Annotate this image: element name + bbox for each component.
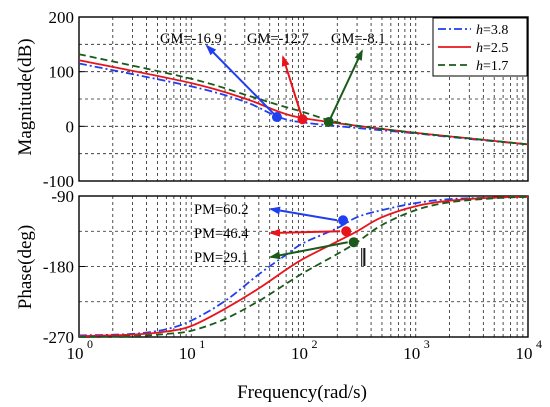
y-tick-label: -100	[43, 172, 74, 191]
annotation-arrowhead	[269, 228, 281, 237]
x-tick-label: 10	[291, 344, 308, 363]
annotation-arrow	[270, 208, 338, 222]
legend-value: =3.8	[483, 23, 508, 38]
x-tick-exponent: 1	[199, 337, 205, 351]
x-tick-label: 10	[179, 344, 196, 363]
annotation-arrowhead	[205, 44, 217, 56]
annotation-arrowhead	[269, 251, 281, 260]
annotation-arrow	[270, 241, 348, 258]
series-line-h-2-5	[78, 195, 529, 338]
frequency-axis-label: Frequency(rad/s)	[237, 382, 367, 403]
annotation-arrowhead	[269, 206, 281, 215]
x-tick-exponent: 2	[312, 337, 318, 351]
gain-margin-label: GM=-8.1	[331, 31, 386, 47]
x-tick-exponent: 0	[87, 337, 93, 351]
annotation-arrow	[327, 50, 363, 123]
x-tick-label: 10	[67, 344, 84, 363]
marker-point	[341, 226, 352, 237]
gain-margin-label: GM=-16.9	[160, 31, 222, 47]
legend-var: h	[476, 59, 483, 74]
magnitude-axis-label: Magnitude(dB)	[15, 38, 36, 155]
plot-frame	[78, 16, 529, 182]
annotation-arrow	[270, 230, 341, 234]
y-tick-label: -180	[43, 258, 74, 277]
annotation-arrow	[206, 45, 278, 118]
annotation-arrowhead	[281, 55, 290, 67]
y-tick-label: -90	[51, 187, 74, 206]
phase-margin-label: PM=29.1	[194, 250, 249, 266]
legend-var: h	[476, 41, 483, 56]
x-tick-label: 10	[403, 344, 420, 363]
x-tick-exponent: 3	[424, 337, 430, 351]
marker-point	[338, 215, 349, 226]
annotation-arrow	[282, 56, 304, 120]
legend-var: h	[476, 23, 483, 38]
y-tick-label: -270	[43, 328, 74, 347]
legend-label: h=3.8	[476, 23, 508, 38]
annotation-arrowhead	[354, 49, 363, 61]
y-tick-label: 200	[49, 8, 75, 27]
phase-axis-label: Phase(deg)	[15, 225, 36, 309]
phase-margin-label: PM=46.4	[194, 226, 249, 242]
marker-point	[348, 237, 359, 248]
legend-value: =2.5	[483, 41, 508, 56]
gain-margin-label: GM=-12.7	[247, 31, 309, 47]
legend-value: =1.7	[483, 59, 508, 74]
y-tick-label: 100	[49, 63, 75, 82]
phase-margin-label: PM=60.2	[194, 202, 249, 218]
legend-label: h=2.5	[476, 41, 508, 56]
y-tick-label: 0	[66, 117, 75, 136]
x-tick-label: 10	[516, 344, 533, 363]
legend-label: h=1.7	[476, 59, 508, 74]
x-tick-exponent: 4	[536, 337, 542, 351]
